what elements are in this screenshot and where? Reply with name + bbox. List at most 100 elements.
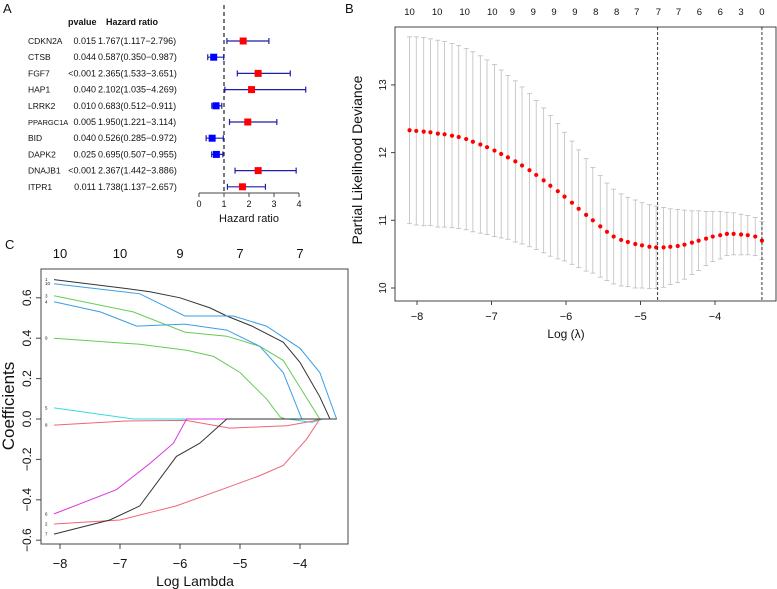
gene-label: PPARGC1A [28,118,68,127]
path-label: 2 [45,522,48,527]
y-tick-label: 0.0 [20,410,34,427]
coefficient-path-9 [53,337,337,420]
x-tick-label: −5 [634,311,647,323]
pvalue-cell: 0.005 [73,117,96,127]
path-label: 1 [45,277,48,282]
coefficient-path-7 [53,418,337,535]
pvalue-cell: 0.040 [73,85,96,95]
mean-deviance-point [492,148,497,153]
mean-deviance-point [555,189,560,194]
mean-deviance-point [668,244,673,249]
top-axis-label: 9 [572,7,577,18]
hazard-ratio-marker [210,53,218,61]
coefficient-path-5 [53,407,337,423]
x-axis-label: Log Lambda [156,573,234,589]
y-axis-label: Partial Likelihood Deviance [349,75,365,244]
top-axis-label: 8 [614,7,619,18]
x-tick-label: 4 [296,199,301,209]
pvalue-cell: <0.001 [68,166,96,176]
path-label: 4 [45,299,48,304]
coefficient-path-1 [53,279,337,420]
gene-label: HAP1 [28,85,50,95]
mean-deviance-point [435,131,440,136]
mean-deviance-point [625,239,630,245]
coefficient-path-4 [53,301,337,420]
hazard-ratio-marker [212,102,220,110]
pvalue-cell: <0.001 [68,68,96,78]
y-tick-label: 0.2 [20,370,34,387]
hazard-ratio-marker [238,183,246,191]
top-axis-label: 7 [676,7,681,18]
gene-label: BID [28,133,42,143]
panel-label-a: A [3,1,12,16]
hazard-ratio-cell: 1.950(1.221−3.114) [98,117,176,127]
top-axis-label: 9 [531,7,536,18]
path-label: 10 [45,281,51,286]
top-axis-label: 3 [738,7,743,18]
plot-frame [394,26,777,302]
pvalue-cell: 0.040 [73,133,96,143]
mean-deviance-point [647,244,652,249]
top-axis-label: 6 [718,7,723,18]
mean-deviance-point [513,159,518,164]
top-axis-label: 7 [236,246,243,261]
hazard-ratio-header: Hazard ratio [106,17,159,27]
mean-deviance-point [505,155,510,160]
y-tick-label: −0.6 [20,528,34,552]
hazard-ratio-cell: 1.767(1.117−2.796) [98,36,176,46]
y-tick-label: 13 [378,79,389,91]
x-tick-label: −7 [485,311,498,323]
mean-deviance-point [456,134,461,140]
top-axis-label: 9 [176,246,183,261]
y-tick-label: 12 [378,147,389,159]
mean-deviance-point [611,234,616,239]
top-axis-label: 10 [113,246,127,261]
panel-label-c: C [5,237,14,252]
pvalue-cell: 0.044 [73,52,96,62]
x-tick-label: −8 [411,311,424,323]
pvalue-cell: 0.011 [74,182,96,192]
x-tick-label: 2 [246,199,251,209]
x-tick-label: −7 [113,556,128,571]
pvalue-cell: 0.015 [73,36,96,46]
mean-deviance-point [604,229,610,234]
mean-deviance-point [639,243,645,248]
mean-deviance-point [724,231,730,236]
coefficient-path-2 [53,418,337,525]
top-axis-label: 7 [656,7,661,18]
pvalue-cell: 0.010 [73,101,96,111]
mean-deviance-point [753,234,758,239]
mean-deviance-point [718,233,723,238]
hazard-ratio-marker [254,167,262,175]
mean-deviance-point [738,232,744,237]
mean-deviance-point [527,168,532,173]
x-tick-label: 0 [196,199,201,209]
mean-deviance-point [682,242,687,247]
y-tick-label: 11 [378,215,389,226]
mean-deviance-point [675,243,680,249]
coefficient-path-10 [53,283,338,420]
hazard-ratio-marker [208,134,216,142]
coefficient-path-plot: Log Lambda Coefficients −8 −7 −6 −5 −4 −0.6 −0… [0,246,349,589]
y-tick-label: 0.6 [20,289,34,306]
top-axis-label: 10 [487,7,498,18]
hazard-ratio-cell: 0.695(0.507−0.955) [98,149,177,159]
mean-deviance-point [584,212,589,217]
top-axis-label: 7 [634,7,639,18]
hazard-ratio-marker [239,37,247,45]
mean-deviance-point [464,136,469,142]
mean-deviance-point [661,245,666,250]
hazard-ratio-cell: 2.367(1.442−3.886) [98,166,177,176]
mean-deviance-point [703,236,709,241]
x-axis-label: Log (λ) [547,327,584,341]
path-label: 5 [45,405,48,410]
mean-deviance-point [414,128,419,134]
path-label: 9 [45,336,48,341]
hazard-ratio-cell: 0.587(0.350−0.987) [98,52,177,62]
mean-deviance-point [470,139,475,144]
coefficient-path-3 [53,295,337,420]
mean-deviance-point [696,238,701,243]
gene-label: DAPK2 [28,149,56,159]
x-tick-label: −8 [53,556,68,571]
